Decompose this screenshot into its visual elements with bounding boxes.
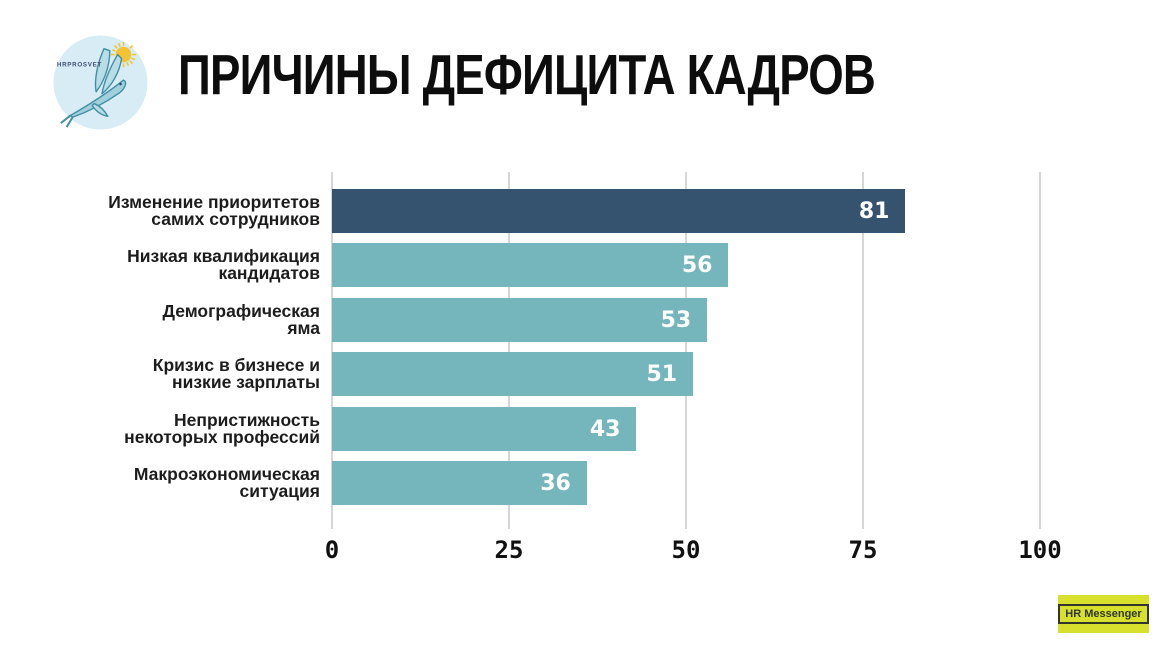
chart-bar: 81 (332, 189, 906, 233)
chart-bar: 53 (332, 298, 708, 342)
gridline (862, 172, 864, 529)
bar-row: 51 (332, 352, 1040, 396)
chart-bar: 51 (332, 352, 694, 396)
badge-label: HR Messenger (1065, 608, 1142, 620)
bar-value-label: 36 (540, 470, 571, 496)
hr-messenger-badge: HR Messenger (1058, 595, 1149, 633)
category-label: Макроэкономическая ситуация (133, 463, 320, 501)
x-tick-label: 0 (324, 536, 340, 564)
bar-row: 56 (332, 243, 1040, 287)
x-tick-label: 75 (848, 536, 878, 564)
category-label: Демографическая яма (162, 300, 320, 338)
x-tick-label: 50 (671, 536, 701, 564)
x-tick-label: 25 (494, 536, 524, 564)
bar-value-label: 43 (589, 416, 621, 442)
category-label: Низкая квалификация кандидатов (127, 245, 320, 283)
x-axis: 0 25 50 75 100 (325, 536, 1062, 564)
bar-row: 53 (332, 298, 1040, 342)
bar-value-label: 51 (646, 361, 678, 387)
category-label: Изменение приоритетов самих сотрудников (108, 191, 320, 229)
bar-chart-plot: 81 56 53 51 43 36 (331, 172, 1041, 529)
chart-bar: 36 (332, 461, 587, 505)
flying-fish-icon (60, 48, 127, 128)
page-title: ПРИЧИНЫ ДЕФИЦИТА КАДРОВ (178, 43, 876, 107)
bar-row: 81 (332, 189, 1040, 233)
category-label: Непристижность некоторых профессий (124, 409, 320, 447)
x-tick-label: 100 (1018, 536, 1062, 564)
badge-frame: HR Messenger (1058, 604, 1149, 624)
logo-text: HRPROSVET (57, 61, 102, 68)
gridline (685, 172, 687, 529)
chart-bar: 56 (332, 243, 729, 287)
gridline (508, 172, 510, 529)
bar-value-label: 56 (681, 252, 713, 278)
gridline (331, 172, 333, 529)
bar-row: 36 (332, 461, 1040, 505)
chart-bar: 43 (332, 407, 637, 451)
category-label: Кризис в бизнесе и низкие зарплаты (152, 354, 320, 392)
bar-value-label: 81 (858, 198, 890, 224)
bar-row: 43 (332, 407, 1040, 451)
bar-value-label: 53 (660, 307, 692, 333)
hrprosvet-logo: HRPROSVET (53, 35, 148, 130)
category-labels: Изменение приоритетов самих сотрудников … (0, 172, 320, 529)
flying-fish-logo-icon: HRPROSVET (53, 35, 148, 130)
gridline (1039, 172, 1041, 529)
